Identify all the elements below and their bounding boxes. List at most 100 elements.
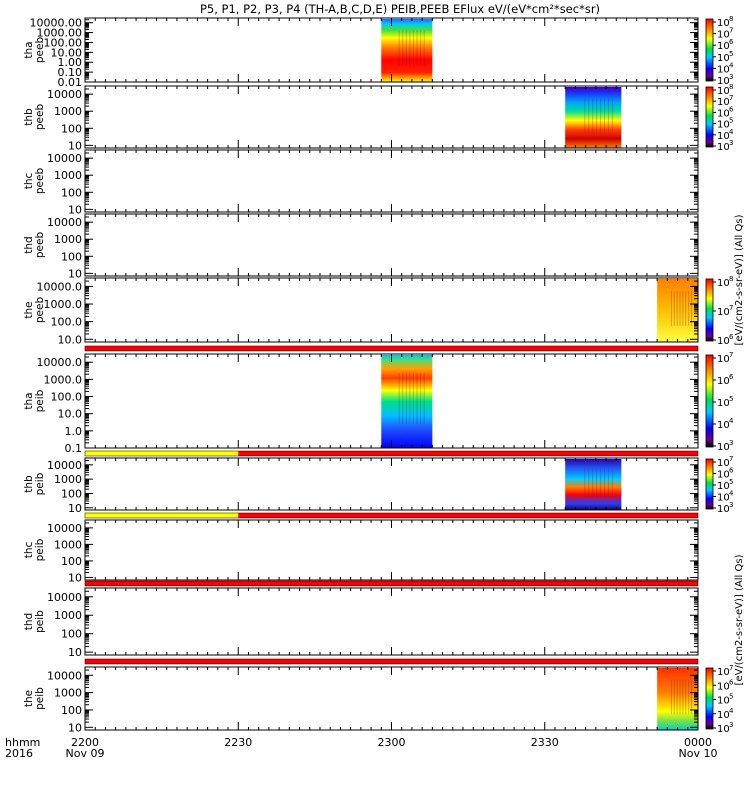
colorbar bbox=[705, 18, 714, 82]
panel-thc-peeb: 10000 1000 100 10 thc peeb bbox=[23, 149, 699, 216]
panel-ylabel: tha bbox=[23, 392, 35, 409]
colorbar-tick-label: 10 bbox=[717, 493, 730, 504]
colorbar-tick-label: 10 bbox=[717, 667, 730, 678]
colorbar-unit-particle: [eV/(cm2-s-sr-eV)] (All Qs) bbox=[734, 554, 745, 685]
status-bar-segment bbox=[85, 513, 239, 518]
colorbar-tick-label: 10 bbox=[717, 86, 730, 97]
colorbar bbox=[705, 667, 714, 730]
panel-frame bbox=[84, 587, 699, 656]
y-tick-label: 100 bbox=[61, 250, 82, 263]
colorbar-tick-exp: 4 bbox=[729, 128, 734, 136]
colorbar-tick-exp: 6 bbox=[729, 38, 734, 46]
colorbar-tick-exp: 8 bbox=[729, 83, 733, 91]
colorbar-tick-exp: 7 bbox=[729, 351, 733, 359]
colorbar-tick-exp: 5 bbox=[729, 50, 733, 58]
colorbar-tick-exp: 7 bbox=[729, 94, 733, 102]
colorbar-tick-exp: 3 bbox=[729, 139, 733, 147]
colorbar-tick-label: 10 bbox=[717, 108, 730, 119]
y-tick-label: 100 bbox=[61, 555, 82, 568]
y-tick-label: 100 bbox=[61, 628, 82, 641]
y-tick-label: 10 bbox=[68, 646, 82, 659]
panel-ylabel: peeb bbox=[34, 104, 46, 131]
colorbar-tick-exp: 5 bbox=[729, 693, 733, 701]
y-tick-label: 1.0 bbox=[65, 425, 83, 438]
colorbar-tick-exp: 4 bbox=[729, 417, 734, 425]
y-tick-label: 1000 bbox=[54, 609, 82, 622]
y-tick-label: 1000.0 bbox=[44, 298, 83, 311]
colorbar-tick-label: 10 bbox=[717, 76, 730, 87]
y-tick-label: 1000.0 bbox=[44, 373, 83, 386]
panel-ylabel: peib bbox=[34, 472, 46, 495]
colorbar-tick-label: 10 bbox=[717, 710, 730, 721]
colorbar-tick-exp: 4 bbox=[729, 61, 734, 69]
x-tick-date-label: Nov 09 bbox=[66, 747, 105, 760]
colorbar-tick-label: 10 bbox=[717, 131, 730, 142]
y-tick-label: 10000.0 bbox=[37, 280, 83, 293]
colorbar-tick-exp: 7 bbox=[729, 27, 733, 35]
y-tick-label: 0.1 bbox=[65, 442, 83, 455]
figure-title: P5, P1, P2, P3, P4 (TH-A,B,C,D,E) PEIB,P… bbox=[200, 2, 600, 16]
panel-thc-peib: 10000 1000 100 10 thc peib bbox=[23, 519, 699, 584]
panel-frame bbox=[84, 666, 699, 731]
y-tick-label: 10 bbox=[68, 502, 82, 515]
y-tick-label: 10000.0 bbox=[37, 356, 83, 369]
status-bar-segment bbox=[238, 451, 698, 456]
colorbar-tick-label: 10 bbox=[717, 681, 730, 692]
x-tick-label: 2230 bbox=[224, 736, 252, 749]
panel-ylabel: the bbox=[23, 690, 35, 707]
spectrogram-block bbox=[657, 279, 698, 342]
y-tick-label: 100.0 bbox=[51, 391, 83, 404]
colorbar-tick-exp: 7 bbox=[729, 304, 733, 312]
panel-ylabel: thb bbox=[23, 475, 35, 493]
y-tick-label: 10000 bbox=[47, 152, 82, 165]
colorbar-tick-exp: 3 bbox=[729, 439, 733, 447]
y-tick-label: 1000 bbox=[54, 687, 82, 700]
colorbar-tick-label: 10 bbox=[717, 442, 730, 453]
colorbar-tick-label: 10 bbox=[717, 41, 730, 52]
colorbar bbox=[705, 354, 714, 448]
colorbar-tick-exp: 7 bbox=[729, 664, 733, 672]
colorbar-tick-label: 10 bbox=[717, 724, 730, 735]
colorbar-tick-exp: 3 bbox=[729, 501, 733, 509]
status-bar-frame bbox=[84, 512, 699, 519]
panel-frame bbox=[84, 213, 699, 277]
y-tick-label: 1000 bbox=[54, 538, 82, 551]
panel-ylabel: peib bbox=[34, 538, 46, 561]
colorbar-tick-label: 10 bbox=[717, 696, 730, 707]
colorbar-tick-label: 10 bbox=[717, 336, 730, 347]
colorbar-tick-label: 10 bbox=[717, 420, 730, 431]
colorbar-tick-exp: 8 bbox=[729, 275, 733, 283]
colorbar-tick-label: 10 bbox=[717, 398, 730, 409]
y-tick-label: 10000 bbox=[47, 591, 82, 604]
spectrogram-block bbox=[657, 668, 698, 730]
status-bar-frame bbox=[84, 450, 699, 457]
colorbar-tick-exp: 5 bbox=[729, 395, 733, 403]
status-bar-segment bbox=[85, 581, 698, 586]
colorbar-tick-label: 10 bbox=[717, 142, 730, 153]
colorbar-tick-exp: 3 bbox=[729, 721, 733, 729]
colorbar-tick-label: 10 bbox=[717, 376, 730, 387]
colorbar-tick-exp: 3 bbox=[729, 73, 733, 81]
colorbar-tick-exp: 7 bbox=[729, 455, 733, 463]
y-tick-label: 10000 bbox=[47, 88, 82, 101]
panel-ylabel: thc bbox=[23, 173, 35, 190]
panel-thd-peib: 10000 1000 100 10 thd peib bbox=[23, 587, 699, 659]
panel-ylabel: peeb bbox=[34, 297, 46, 324]
y-tick-label: 10000 bbox=[47, 669, 82, 682]
x-tick-label: 0000 bbox=[684, 736, 712, 749]
colorbar-tick-label: 10 bbox=[717, 481, 730, 492]
status-bar-frame bbox=[84, 580, 699, 587]
panel-ylabel: thc bbox=[23, 542, 35, 559]
colorbar-tick-label: 10 bbox=[717, 504, 730, 515]
y-tick-label: 1000.00 bbox=[37, 27, 83, 40]
colorbar-tick-exp: 6 bbox=[729, 678, 734, 686]
spectrogram-block bbox=[565, 87, 622, 148]
colorbar bbox=[705, 86, 714, 148]
colorbar-tick-label: 10 bbox=[717, 64, 730, 75]
status-bar-segment bbox=[85, 346, 698, 351]
